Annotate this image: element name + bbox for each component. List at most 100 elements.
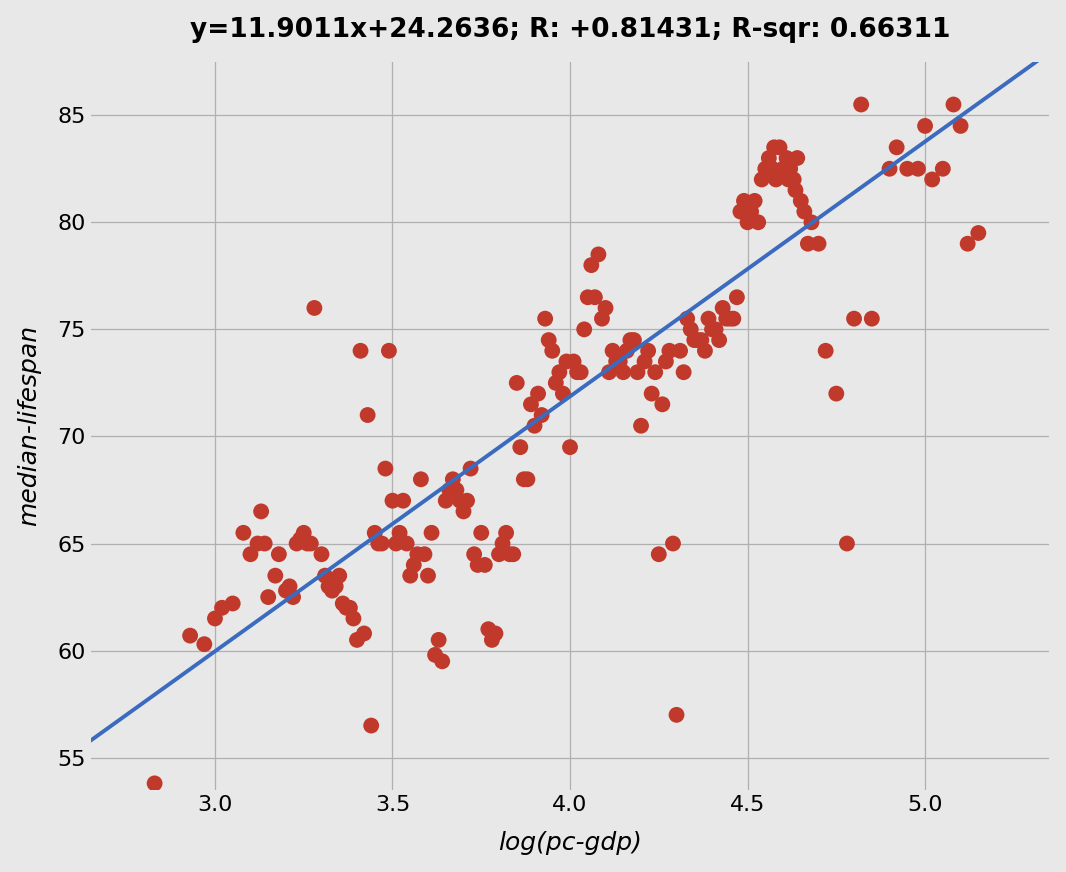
Point <box>818 344 835 358</box>
Point <box>551 365 568 379</box>
Point <box>430 633 447 647</box>
Point <box>696 344 713 358</box>
Point <box>711 333 728 347</box>
Point <box>789 151 806 165</box>
Title: y=11.9011x+24.2636; R: +0.81431; R-sqr: 0.66311: y=11.9011x+24.2636; R: +0.81431; R-sqr: … <box>190 17 950 43</box>
Point <box>434 654 451 668</box>
X-axis label: log(pc-gdp): log(pc-gdp) <box>498 831 642 855</box>
Point <box>320 579 337 593</box>
Point <box>146 776 163 790</box>
Point <box>594 311 611 325</box>
Point <box>704 323 721 337</box>
Point <box>249 536 266 550</box>
Point <box>629 365 646 379</box>
Point <box>547 376 564 390</box>
Point <box>381 344 398 358</box>
Point <box>458 494 475 508</box>
Point <box>760 151 777 165</box>
Point <box>725 311 742 325</box>
Point <box>899 162 916 176</box>
Point <box>224 596 241 610</box>
Point <box>423 526 440 540</box>
Point <box>451 494 468 508</box>
Point <box>934 162 951 176</box>
Point <box>743 205 760 219</box>
Point <box>572 365 589 379</box>
Point <box>498 526 515 540</box>
Point <box>413 473 430 487</box>
Point <box>384 494 401 508</box>
Point <box>600 365 617 379</box>
Point <box>970 226 987 240</box>
Point <box>440 483 457 497</box>
Point <box>271 548 288 562</box>
Point <box>839 536 856 550</box>
Point <box>739 215 756 229</box>
Point <box>803 215 820 229</box>
Point <box>306 301 323 315</box>
Point <box>618 344 635 358</box>
Y-axis label: median-lifespan: median-lifespan <box>17 325 41 527</box>
Point <box>526 419 543 433</box>
Point <box>462 461 479 475</box>
Point <box>800 236 817 250</box>
Point <box>568 365 585 379</box>
Point <box>881 162 898 176</box>
Point <box>242 548 259 562</box>
Point <box>562 440 579 454</box>
Point <box>749 215 766 229</box>
Point <box>952 119 969 133</box>
Point <box>781 162 798 176</box>
Point <box>640 344 657 358</box>
Point <box>399 536 416 550</box>
Point <box>597 301 614 315</box>
Point <box>604 344 621 358</box>
Point <box>693 333 710 347</box>
Point <box>515 473 532 487</box>
Point <box>469 558 486 572</box>
Point <box>349 633 366 647</box>
Point <box>288 536 305 550</box>
Point <box>764 162 781 176</box>
Point <box>367 526 384 540</box>
Point <box>771 140 788 154</box>
Point <box>675 365 692 379</box>
Point <box>792 194 809 208</box>
Point <box>409 548 426 562</box>
Point <box>540 333 558 347</box>
Point <box>668 708 685 722</box>
Point <box>700 311 717 325</box>
Point <box>317 569 334 582</box>
Point <box>370 536 387 550</box>
Point <box>477 558 494 572</box>
Point <box>728 290 745 304</box>
Point <box>576 323 593 337</box>
Point <box>508 376 526 390</box>
Point <box>416 548 433 562</box>
Point <box>260 590 277 604</box>
Point <box>512 440 529 454</box>
Point <box>501 548 518 562</box>
Point <box>647 365 664 379</box>
Point <box>828 386 845 400</box>
Point <box>483 633 500 647</box>
Point <box>281 579 298 593</box>
Point <box>426 648 443 662</box>
Point <box>765 140 782 154</box>
Point <box>472 526 489 540</box>
Point <box>466 548 483 562</box>
Point <box>253 504 270 518</box>
Point <box>611 355 628 369</box>
Point <box>504 548 521 562</box>
Point <box>298 536 316 550</box>
Point <box>863 311 881 325</box>
Point <box>746 194 763 208</box>
Point <box>679 311 696 325</box>
Point <box>583 258 600 272</box>
Point <box>394 494 411 508</box>
Point <box>388 536 405 550</box>
Point <box>558 355 575 369</box>
Point <box>419 569 436 582</box>
Point <box>653 398 671 412</box>
Point <box>455 504 472 518</box>
